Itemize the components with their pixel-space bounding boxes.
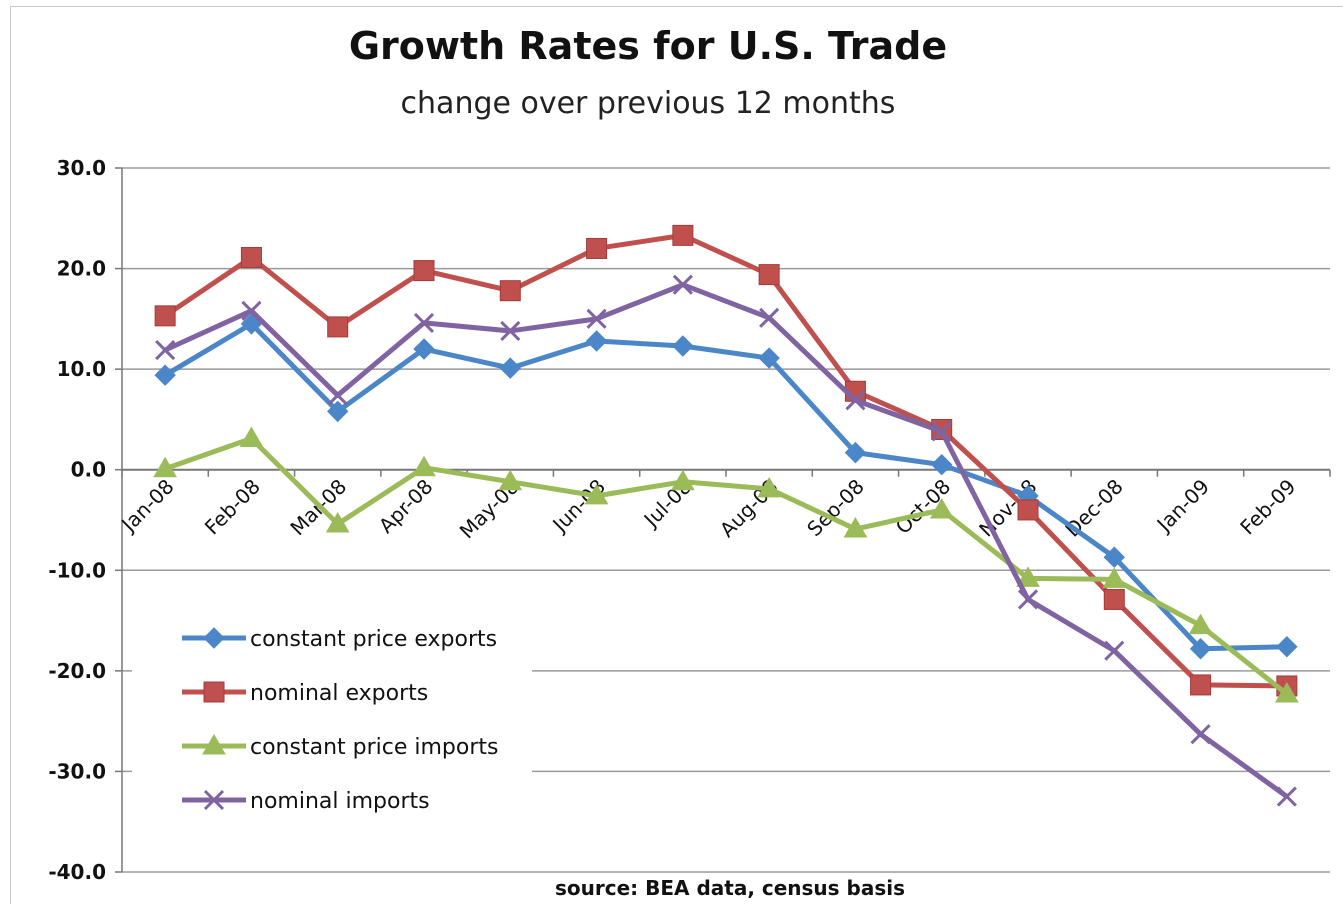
data-point (843, 517, 868, 538)
series-line (163, 321, 1287, 652)
data-point (1276, 636, 1298, 658)
data-point (759, 307, 780, 328)
x-tick-label: Feb-09 (1235, 474, 1300, 539)
data-point (413, 312, 435, 333)
data-point (154, 364, 176, 386)
legend-label: nominal exports (250, 681, 428, 706)
legend-label: constant price exports (250, 627, 497, 652)
x-tick-label: Dec-08 (1060, 474, 1127, 541)
y-tick-label: -20.0 (48, 659, 106, 683)
data-point (1274, 681, 1299, 703)
data-point (672, 274, 693, 295)
legend: constant price exports nominal exports con… (132, 612, 532, 820)
data-point (672, 335, 694, 357)
y-tick-label: 10.0 (57, 357, 106, 381)
data-point (1188, 613, 1213, 635)
data-point (1189, 638, 1212, 660)
data-point (153, 456, 178, 478)
data-point (844, 441, 867, 464)
data-point (327, 385, 348, 406)
data-point (327, 316, 349, 338)
data-point (203, 789, 225, 811)
data-point (670, 469, 695, 491)
data-point (412, 455, 436, 477)
data-point (203, 627, 225, 649)
legend-box (132, 612, 532, 820)
data-point (1190, 724, 1211, 745)
data-point (586, 237, 608, 259)
data-point (584, 483, 609, 505)
y-tick-label: -10.0 (48, 558, 106, 582)
data-point (758, 264, 780, 286)
data-point (1017, 499, 1039, 521)
data-point (1016, 566, 1040, 587)
y-tick-label: -40.0 (48, 860, 106, 884)
data-point (1190, 674, 1212, 696)
data-point (325, 512, 350, 533)
data-point (1104, 640, 1125, 661)
data-point (757, 476, 782, 498)
y-tick-label: -30.0 (48, 759, 106, 783)
data-point (500, 320, 521, 341)
series-line (163, 232, 1287, 689)
data-point (585, 330, 608, 352)
chart-subtitle: change over previous 12 months (400, 86, 896, 121)
series-constant-price-imports (153, 426, 1299, 703)
x-tick-label: Jun-08 (547, 474, 611, 538)
data-point (1103, 546, 1125, 568)
y-axis: 30.0 20.0 10.0 0.0 -10.0 -20.0 -30.0 -40.0 (48, 156, 123, 884)
y-tick-label: 30.0 (57, 156, 106, 180)
data-point (499, 357, 521, 379)
data-point (498, 469, 523, 491)
data-point (413, 338, 435, 360)
y-tick-label: 0.0 (71, 458, 106, 482)
legend-label: nominal imports (250, 789, 430, 814)
data-point (154, 305, 176, 327)
chart-frame (10, 6, 1343, 904)
data-point (203, 681, 225, 703)
series-constant-price-exports (154, 313, 1298, 660)
data-point (758, 347, 780, 369)
series-line (164, 436, 1289, 696)
x-tick-label: Jan-08 (115, 474, 178, 537)
legend-label: constant price imports (250, 735, 498, 760)
data-point (1102, 567, 1127, 588)
source-note: source: BEA data, census basis (554, 876, 906, 900)
data-point (1103, 588, 1125, 610)
data-point (241, 300, 262, 321)
data-point (672, 224, 694, 246)
chart-title: Growth Rates for U.S. Trade (348, 24, 948, 68)
x-tick-label: Apr-08 (374, 474, 438, 538)
data-point (327, 400, 349, 423)
data-point (239, 426, 264, 448)
data-point (1276, 786, 1297, 807)
data-point (413, 260, 435, 282)
series-nominal-exports (154, 224, 1298, 697)
data-point (155, 339, 176, 361)
data-point (931, 421, 952, 442)
data-point (240, 247, 262, 269)
x-tick-label: Feb-08 (200, 474, 265, 539)
data-point (586, 308, 607, 329)
series-nominal-imports (155, 274, 1297, 807)
data-point (931, 453, 953, 476)
data-point (1017, 589, 1039, 610)
data-point (202, 734, 226, 755)
data-point (929, 497, 954, 519)
data-point (499, 280, 521, 302)
series-group (153, 224, 1299, 807)
data-point (845, 390, 866, 411)
y-tick-label: 20.0 (57, 257, 106, 281)
x-tick-label: Jan-09 (1151, 474, 1214, 537)
series-line (164, 282, 1289, 799)
